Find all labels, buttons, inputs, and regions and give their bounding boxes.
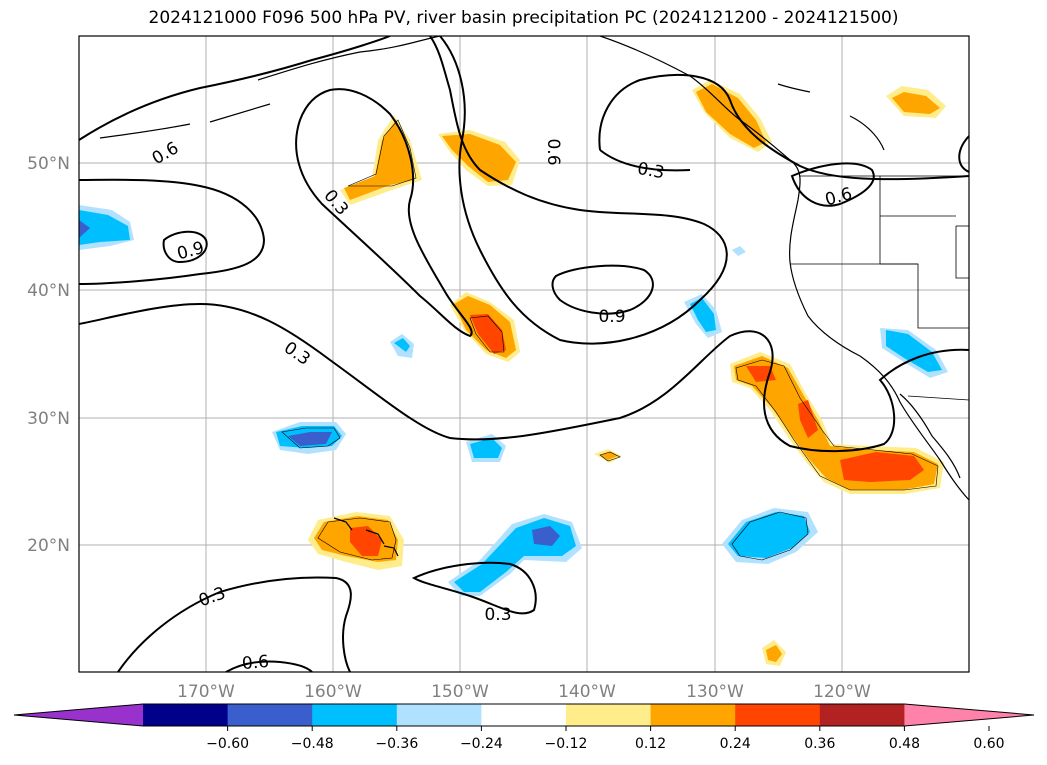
colorbar-tick-label: 0.24 — [720, 736, 751, 752]
precip-shading — [79, 80, 948, 666]
longitude-labels: 170°W 160°W 150°W 140°W 130°W 120°W — [177, 682, 871, 702]
colorbar-box — [819, 704, 905, 726]
colorbar-tick-label: −0.48 — [291, 736, 334, 752]
colorbar — [13, 703, 1035, 727]
map-plot-area: 0.6 0.9 0.3 0.6 0.3 0.9 0.3 0.6 0.3 0.6 … — [79, 36, 969, 674]
colorbar-box — [566, 704, 652, 726]
coastlines — [99, 36, 969, 557]
lat-label: 20°N — [27, 536, 70, 556]
colorbar-tick-label: 0.36 — [804, 736, 835, 752]
lat-label: 30°N — [27, 409, 70, 429]
contour-label: 0.6 — [241, 652, 270, 674]
colorbar-tick-label: 0.60 — [973, 736, 1004, 752]
contour-label: 0.3 — [636, 159, 666, 183]
colorbar-extend-high — [904, 704, 1034, 726]
colorbar-tick-label: −0.36 — [375, 736, 418, 752]
colorbar-tick-label: −0.24 — [460, 736, 503, 752]
colorbar-extend-low — [14, 704, 143, 726]
lat-label: 40°N — [27, 281, 70, 301]
colorbar-box — [650, 704, 736, 726]
map-frame — [78, 35, 970, 673]
colorbar-box — [481, 704, 567, 726]
colorbar-box — [312, 704, 398, 726]
lon-label: 170°W — [177, 682, 235, 702]
contour-label: 0.6 — [543, 138, 563, 165]
lat-label: 50°N — [27, 154, 70, 174]
colorbar-tick-label: 0.12 — [635, 736, 666, 752]
lon-label: 120°W — [813, 682, 871, 702]
lon-label: 150°W — [431, 682, 489, 702]
colorbar-outline — [13, 703, 1035, 727]
precip-outlines — [281, 119, 939, 561]
colorbar-tick-label: 0.48 — [889, 736, 920, 752]
colorbar-tick-label: −0.12 — [545, 736, 588, 752]
map-title: 2024121000 F096 500 hPa PV, river basin … — [148, 8, 899, 28]
contour-label: 0.9 — [598, 307, 625, 327]
lon-label: 140°W — [558, 682, 616, 702]
colorbar-box — [227, 704, 313, 726]
colorbar-box — [143, 704, 229, 726]
latitude-labels: 50°N 40°N 30°N 20°N — [27, 154, 70, 556]
political-borders — [790, 175, 969, 401]
pv-contours — [79, 36, 969, 672]
lon-label: 160°W — [304, 682, 362, 702]
colorbar-box — [396, 704, 482, 726]
colorbar-box — [735, 704, 821, 726]
contour-label: 0.3 — [484, 605, 511, 625]
colorbar-tick-label: −0.60 — [206, 736, 249, 752]
lon-label: 130°W — [686, 682, 744, 702]
colorbar-ticks: −0.60 −0.48 −0.36 −0.24 −0.12 0.12 0.24 0.36 0.4… — [206, 726, 1005, 752]
